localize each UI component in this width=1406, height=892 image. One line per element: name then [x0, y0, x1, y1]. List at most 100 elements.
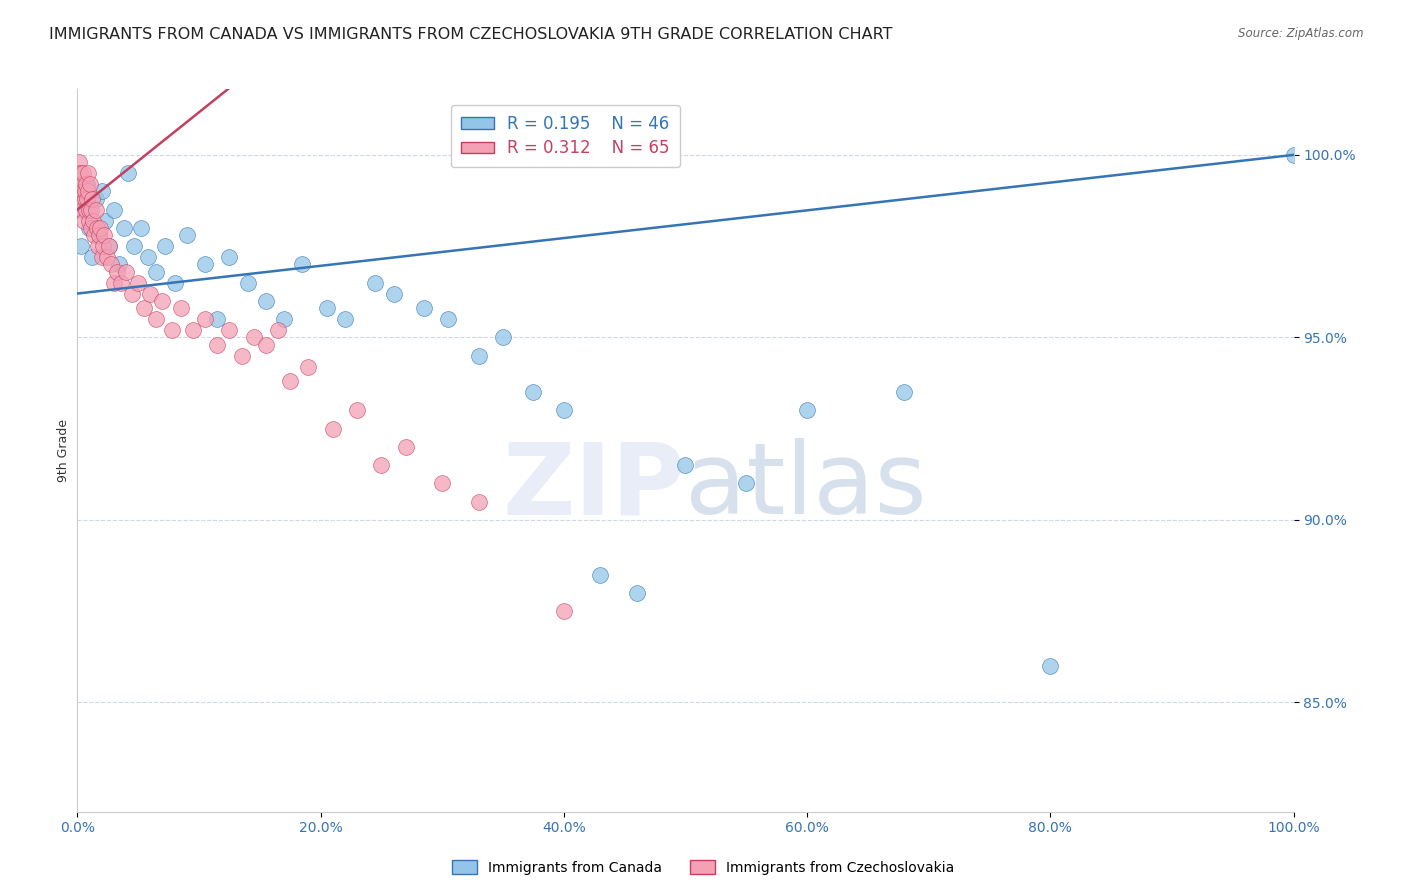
- Point: [134, 301, 156, 315]
- Point: [370, 458, 392, 472]
- Point: [194, 312, 217, 326]
- Point: [75, 185, 97, 199]
- Point: [170, 301, 193, 315]
- Legend: R = 0.195    N = 46, R = 0.312    N = 65: R = 0.195 N = 46, R = 0.312 N = 65: [450, 104, 679, 168]
- Point: [73, 192, 96, 206]
- Point: [589, 567, 612, 582]
- Point: [67, 166, 90, 180]
- Text: IMMIGRANTS FROM CANADA VS IMMIGRANTS FROM CZECHOSLOVAKIA 9TH GRADE CORRELATION C: IMMIGRANTS FROM CANADA VS IMMIGRANTS FRO…: [49, 27, 893, 42]
- Point: [218, 323, 240, 337]
- Text: ZIP: ZIP: [502, 438, 686, 535]
- Point: [626, 586, 648, 600]
- Point: [75, 202, 97, 217]
- Point: [346, 403, 368, 417]
- Point: [107, 265, 129, 279]
- Point: [91, 239, 114, 253]
- Point: [395, 440, 418, 454]
- Point: [80, 250, 103, 264]
- Point: [194, 257, 217, 271]
- Point: [87, 239, 110, 253]
- Legend: Immigrants from Canada, Immigrants from Czechoslovakia: Immigrants from Canada, Immigrants from …: [446, 855, 960, 880]
- Point: [80, 220, 103, 235]
- Point: [254, 293, 277, 308]
- Point: [1039, 658, 1062, 673]
- Point: [231, 349, 253, 363]
- Point: [103, 276, 125, 290]
- Point: [205, 337, 228, 351]
- Point: [72, 202, 94, 217]
- Point: [553, 403, 575, 417]
- Point: [83, 228, 105, 243]
- Point: [145, 312, 167, 326]
- Point: [492, 330, 515, 344]
- Point: [79, 177, 101, 191]
- Point: [291, 257, 314, 271]
- Point: [70, 177, 93, 191]
- Point: [93, 228, 115, 243]
- Point: [893, 385, 915, 400]
- Point: [430, 476, 453, 491]
- Point: [89, 228, 111, 243]
- Point: [70, 192, 93, 206]
- Point: [80, 192, 103, 206]
- Point: [153, 239, 176, 253]
- Point: [89, 228, 111, 243]
- Point: [75, 177, 97, 191]
- Point: [735, 476, 758, 491]
- Point: [522, 385, 544, 400]
- Point: [117, 166, 139, 180]
- Point: [103, 202, 125, 217]
- Point: [254, 337, 277, 351]
- Point: [90, 185, 112, 199]
- Point: [70, 202, 93, 217]
- Point: [136, 250, 159, 264]
- Point: [413, 301, 436, 315]
- Point: [297, 359, 319, 374]
- Point: [72, 185, 94, 199]
- Point: [467, 494, 489, 508]
- Point: [76, 177, 98, 191]
- Point: [70, 239, 93, 253]
- Point: [218, 250, 240, 264]
- Point: [69, 166, 91, 180]
- Point: [76, 192, 98, 206]
- Point: [553, 604, 575, 618]
- Point: [77, 213, 100, 227]
- Point: [96, 250, 118, 264]
- Point: [94, 213, 117, 227]
- Point: [82, 213, 104, 227]
- Point: [67, 155, 90, 169]
- Point: [364, 276, 387, 290]
- Text: atlas: atlas: [686, 438, 927, 535]
- Point: [273, 312, 295, 326]
- Point: [467, 349, 489, 363]
- Point: [160, 323, 183, 337]
- Point: [152, 293, 174, 308]
- Point: [79, 202, 101, 217]
- Point: [89, 220, 111, 235]
- Point: [112, 220, 135, 235]
- Point: [127, 276, 149, 290]
- Point: [84, 192, 107, 206]
- Point: [110, 276, 132, 290]
- Point: [100, 257, 122, 271]
- Text: Source: ZipAtlas.com: Source: ZipAtlas.com: [1239, 27, 1364, 40]
- Point: [242, 330, 264, 344]
- Point: [129, 220, 152, 235]
- Point: [163, 276, 186, 290]
- Point: [72, 166, 94, 180]
- Point: [84, 202, 107, 217]
- Point: [675, 458, 697, 472]
- Point: [333, 312, 356, 326]
- Point: [145, 265, 167, 279]
- Point: [73, 213, 96, 227]
- Point: [97, 239, 120, 253]
- Y-axis label: 9th Grade: 9th Grade: [58, 419, 70, 482]
- Point: [139, 286, 162, 301]
- Point: [236, 276, 259, 290]
- Point: [1282, 148, 1305, 162]
- Point: [69, 177, 91, 191]
- Point: [107, 257, 129, 271]
- Point: [86, 220, 108, 235]
- Point: [796, 403, 818, 417]
